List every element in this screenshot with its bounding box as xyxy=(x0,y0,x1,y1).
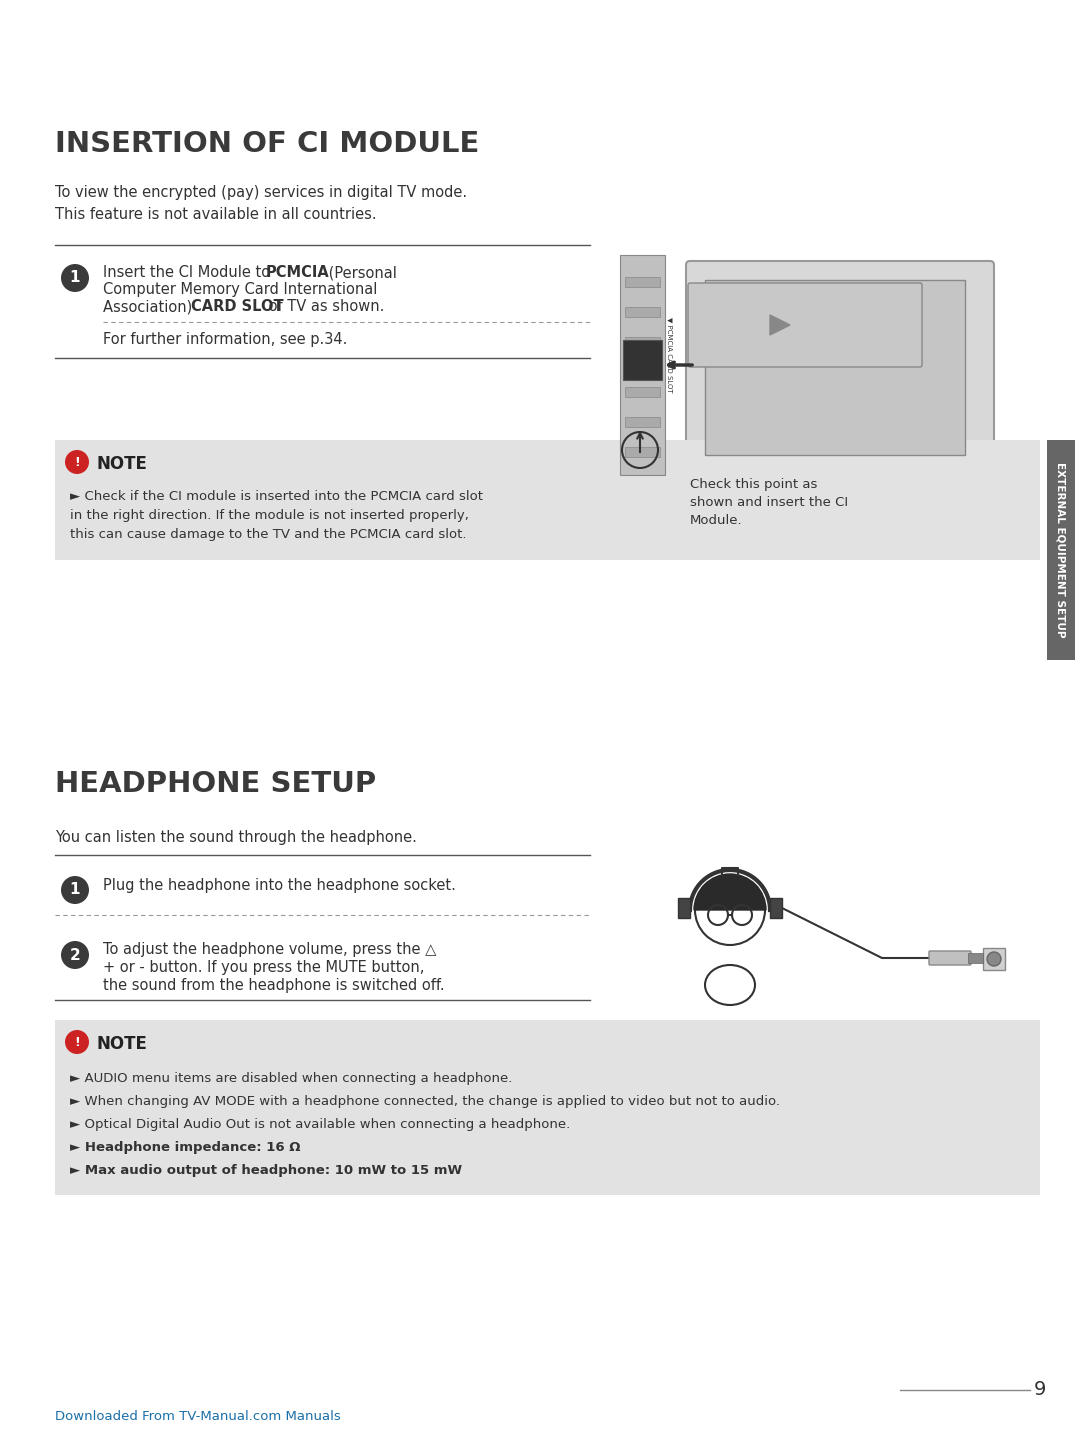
Bar xyxy=(705,279,966,455)
Text: INSERTION OF CI MODULE: INSERTION OF CI MODULE xyxy=(55,130,480,158)
Text: Computer Memory Card International: Computer Memory Card International xyxy=(103,282,377,297)
Ellipse shape xyxy=(705,965,755,1005)
Text: (Personal: (Personal xyxy=(324,265,396,279)
Circle shape xyxy=(60,876,89,904)
Bar xyxy=(625,307,660,317)
Text: of TV as shown.: of TV as shown. xyxy=(264,300,384,314)
Text: To view the encrypted (pay) services in digital TV mode.
This feature is not ava: To view the encrypted (pay) services in … xyxy=(55,184,468,222)
Bar xyxy=(625,276,660,287)
Text: 9: 9 xyxy=(1034,1380,1047,1400)
Bar xyxy=(625,387,660,397)
Text: 1: 1 xyxy=(70,271,80,285)
Text: PCMCIA: PCMCIA xyxy=(266,265,329,279)
Text: the sound from the headphone is switched off.: the sound from the headphone is switched… xyxy=(103,978,445,994)
Text: Check this point as
shown and insert the CI
Module.: Check this point as shown and insert the… xyxy=(690,478,848,527)
Bar xyxy=(678,899,690,919)
Circle shape xyxy=(65,1030,89,1054)
Bar xyxy=(55,1020,1040,1195)
Bar xyxy=(623,340,662,380)
Circle shape xyxy=(987,952,1001,966)
Bar xyxy=(770,899,782,919)
Text: ► Headphone impedance: 16 Ω: ► Headphone impedance: 16 Ω xyxy=(70,1140,300,1153)
FancyBboxPatch shape xyxy=(688,284,922,367)
FancyBboxPatch shape xyxy=(929,950,971,965)
Text: ▼ PCMCIA CARD SLOT: ▼ PCMCIA CARD SLOT xyxy=(667,317,673,393)
Text: Plug the headphone into the headphone socket.: Plug the headphone into the headphone so… xyxy=(103,878,456,893)
Polygon shape xyxy=(770,315,789,336)
FancyBboxPatch shape xyxy=(686,261,994,469)
Circle shape xyxy=(60,940,89,969)
Text: For further information, see p.34.: For further information, see p.34. xyxy=(103,333,348,347)
Bar xyxy=(968,953,983,963)
Text: NOTE: NOTE xyxy=(97,1035,148,1053)
Text: EXTERNAL EQUIPMENT SETUP: EXTERNAL EQUIPMENT SETUP xyxy=(1056,462,1066,638)
Text: !: ! xyxy=(75,1035,80,1048)
Text: Downloaded From TV-Manual.com Manuals: Downloaded From TV-Manual.com Manuals xyxy=(55,1410,341,1423)
Circle shape xyxy=(60,264,89,292)
Circle shape xyxy=(696,876,765,945)
Bar xyxy=(983,948,1005,971)
Text: HEADPHONE SETUP: HEADPHONE SETUP xyxy=(55,770,376,798)
Text: ► Max audio output of headphone: 10 mW to 15 mW: ► Max audio output of headphone: 10 mW t… xyxy=(70,1164,462,1176)
Bar xyxy=(1047,441,1075,660)
Text: You can listen the sound through the headphone.: You can listen the sound through the hea… xyxy=(55,829,417,845)
Text: ► Check if the CI module is inserted into the PCMCIA card slot
in the right dire: ► Check if the CI module is inserted int… xyxy=(70,490,483,541)
Text: + or - button. If you press the MUTE button,: + or - button. If you press the MUTE but… xyxy=(103,960,424,975)
Bar xyxy=(620,255,665,475)
Text: CARD SLOT: CARD SLOT xyxy=(191,300,284,314)
Text: 2: 2 xyxy=(69,948,80,962)
Text: Association): Association) xyxy=(103,300,197,314)
Text: NOTE: NOTE xyxy=(97,455,148,472)
Text: ► AUDIO menu items are disabled when connecting a headphone.: ► AUDIO menu items are disabled when con… xyxy=(70,1071,512,1084)
Text: Insert the CI Module to: Insert the CI Module to xyxy=(103,265,274,279)
Bar xyxy=(625,337,660,347)
Wedge shape xyxy=(694,874,766,910)
Bar xyxy=(55,441,1040,560)
Text: ► When changing AV MODE with a headphone connected, the change is applied to vid: ► When changing AV MODE with a headphone… xyxy=(70,1094,780,1107)
Text: To adjust the headphone volume, press the △: To adjust the headphone volume, press th… xyxy=(103,942,436,958)
Circle shape xyxy=(65,449,89,474)
Bar xyxy=(625,446,660,456)
Text: ► Optical Digital Audio Out is not available when connecting a headphone.: ► Optical Digital Audio Out is not avail… xyxy=(70,1117,570,1130)
Bar xyxy=(625,418,660,428)
Text: !: ! xyxy=(75,455,80,468)
Text: 1: 1 xyxy=(70,883,80,897)
